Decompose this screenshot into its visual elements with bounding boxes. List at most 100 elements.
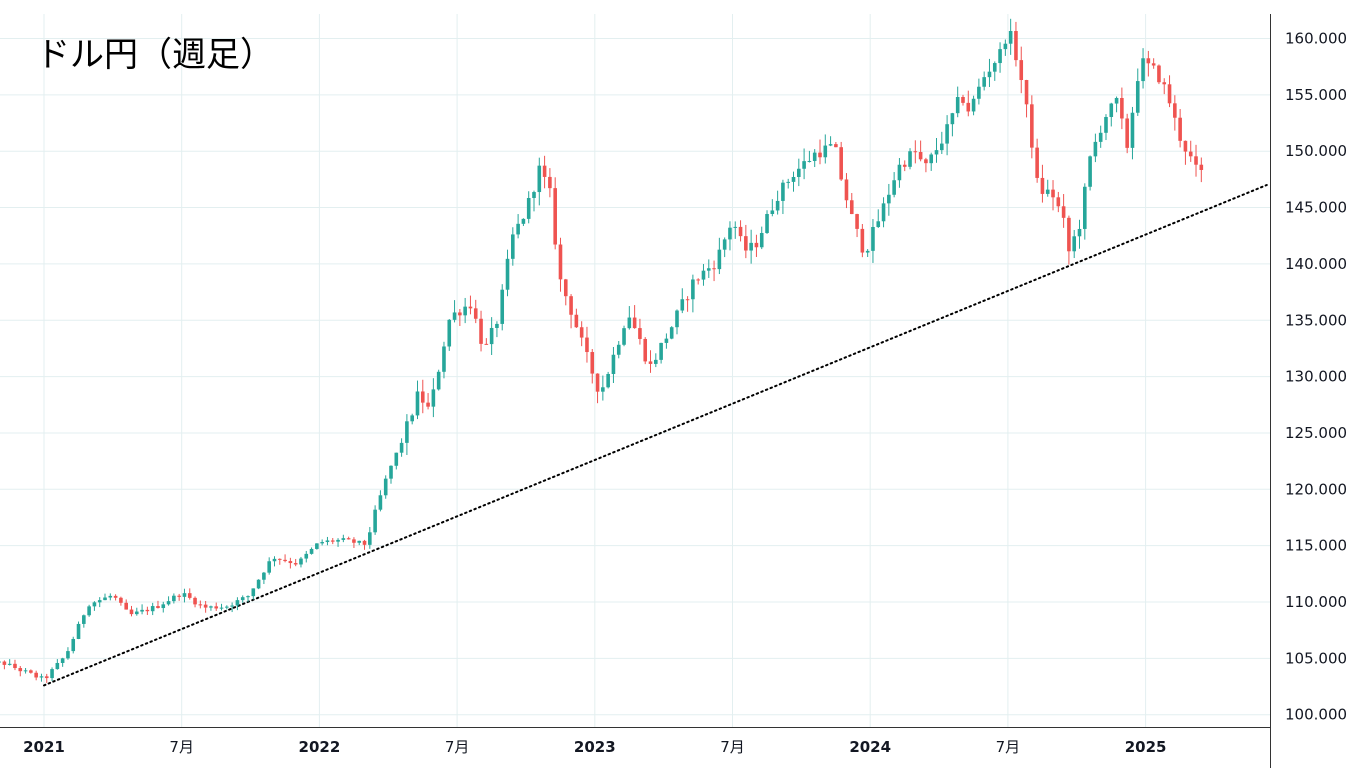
candle-body-down [1040,177,1045,194]
candle-body-down [563,279,568,297]
candle-body-up [66,651,70,659]
candle-body-up [791,176,796,182]
candle-body-down [426,402,430,407]
candle-body-down [18,668,23,672]
trendline [43,184,1268,687]
candle-body-down [553,188,557,245]
y-tick-label: 150.000 [1285,142,1347,160]
y-tick-label: 160.000 [1285,30,1347,48]
candle-body-up [500,289,505,324]
candle-body-up [246,596,250,598]
candle-body-up [235,600,240,606]
candle-body-up [982,77,986,87]
candle-body-up [447,319,452,347]
candle-body-down [849,200,854,215]
candle-body-down [966,102,971,112]
candle-body-up [431,389,436,407]
candle-body-down [283,559,287,562]
candle-body-up [134,611,139,615]
candle-body-down [839,147,843,180]
candle-body-down [1157,65,1161,83]
candle-body-up [415,391,420,416]
candle-body-up [664,338,669,343]
candle-body-down [145,609,150,612]
candle-body-up [150,606,155,612]
candle-body-up [357,540,362,543]
x-tick-label: 2023 [574,738,616,756]
candle-body-down [696,279,700,281]
candle-body-up [998,49,1002,64]
candle-body-up [219,607,224,609]
candle-body-up [1093,141,1098,157]
candle-body-up [521,218,526,224]
candle-body-up [368,532,372,545]
candle-body-up [675,310,679,328]
trendline-layer [43,184,1268,687]
candle-body-up [749,242,753,251]
candle-body-up [759,232,764,248]
candle-body-up [955,96,960,114]
candle-body-down [362,540,367,545]
candle-body-down [569,296,573,315]
candle-body-up [410,415,414,422]
candle-body-up [828,144,833,146]
candle-body-up [770,210,775,214]
candle-body-up [728,227,732,240]
candle-body-up [908,151,912,167]
candle-body-up [267,561,271,573]
candle-body-down [585,337,589,353]
grid [0,14,1270,727]
candle-body-down [468,306,473,309]
candle-body-down [579,327,584,338]
candle-body-down [712,268,716,270]
axes: 100.000 105.000 110.000 115.000 120.000 125.0… [0,14,1347,768]
candle-body-down [1014,31,1018,61]
candle-body-down [1019,60,1024,81]
candle-body-up [97,600,102,603]
candle-body-up [87,606,91,616]
candle-body-up [399,442,404,453]
candle-body-down [1151,63,1156,66]
candle-body-up [92,602,97,607]
candle-body-up [76,623,81,639]
y-tick-label: 115.000 [1285,537,1347,555]
candle-body-up [823,145,828,158]
candle-body-up [691,279,695,300]
candle-body-down [855,214,859,229]
candle-body-up [71,638,76,652]
candle-body-up [1045,189,1050,194]
candle-body-up [1130,112,1135,148]
candle-body-up [881,203,886,222]
candle-body-down [473,308,478,319]
candle-body-up [251,588,256,597]
candle-body-down [330,540,335,542]
candle-body-down [1199,164,1204,170]
y-tick-label: 100.000 [1285,706,1347,724]
x-tick-label: 7月 [996,738,1021,756]
candle-body-up [812,152,817,161]
candle-body-down [818,152,822,158]
candle-body-up [389,465,393,479]
candle-body-down [638,328,642,339]
candle-body-up [378,495,383,510]
x-tick-label: 7月 [445,738,470,756]
candle-body-down [479,318,483,344]
candle-body-up [532,192,536,198]
candle-body-up [405,421,409,443]
candle-body-up [489,327,494,345]
candle-body-up [55,662,60,670]
candle-body-down [420,391,425,403]
candle-body-up [802,161,806,169]
candle-body-up [934,150,939,155]
candle-body-up [304,553,309,559]
candle-body-down [277,558,282,560]
candle-body-down [913,151,918,153]
y-tick-label: 155.000 [1285,86,1347,104]
candle-body-down [1030,104,1034,148]
candle-body-down [744,236,748,251]
candle-body-down [1167,84,1172,104]
candle-body-down [177,595,181,597]
candle-body-up [929,154,934,164]
candle-body-down [129,609,134,615]
